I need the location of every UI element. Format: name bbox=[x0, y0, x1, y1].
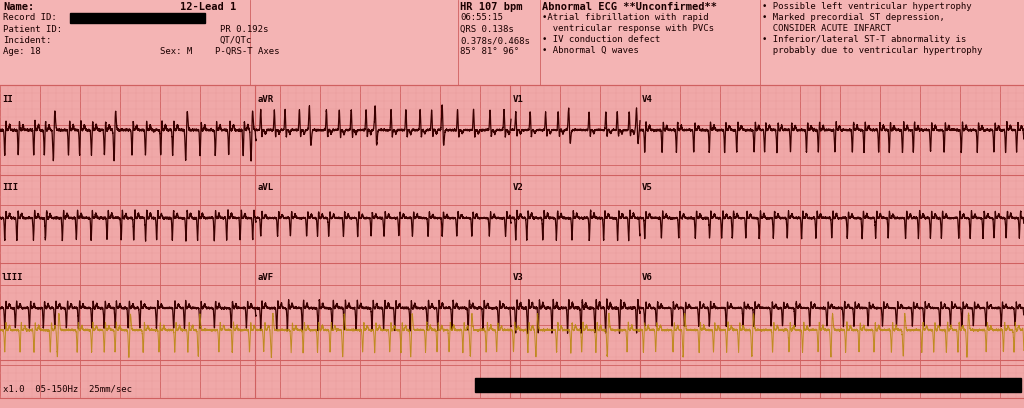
Bar bbox=[70, 13, 205, 23]
Text: 0.378s/0.468s: 0.378s/0.468s bbox=[460, 36, 529, 45]
Bar bbox=[475, 378, 1021, 392]
Text: x1.0  05-150Hz  25mm/sec: x1.0 05-150Hz 25mm/sec bbox=[3, 384, 132, 393]
Text: Name:: Name: bbox=[3, 2, 34, 12]
Text: QRS 0.138s: QRS 0.138s bbox=[460, 25, 514, 34]
Text: ventricular response with PVCs: ventricular response with PVCs bbox=[542, 24, 714, 33]
Text: aVL: aVL bbox=[258, 183, 274, 192]
Text: 06:55:15: 06:55:15 bbox=[460, 13, 503, 22]
Text: V2: V2 bbox=[513, 183, 523, 192]
Text: P-QRS-T Axes: P-QRS-T Axes bbox=[215, 47, 280, 56]
Text: CONSIDER ACUTE INFARCT: CONSIDER ACUTE INFARCT bbox=[762, 24, 891, 33]
Bar bbox=[0, 0, 1024, 85]
Text: II: II bbox=[2, 95, 12, 104]
Text: III: III bbox=[2, 183, 18, 192]
Text: V1: V1 bbox=[513, 95, 523, 104]
Text: lIII: lIII bbox=[2, 273, 24, 282]
Text: Abnormal ECG **Unconfirmed**: Abnormal ECG **Unconfirmed** bbox=[542, 2, 717, 12]
Text: V6: V6 bbox=[642, 273, 652, 282]
Text: 12-Lead 1: 12-Lead 1 bbox=[180, 2, 237, 12]
Text: Patient ID:: Patient ID: bbox=[3, 25, 62, 34]
Text: probably due to ventricular hypertrophy: probably due to ventricular hypertrophy bbox=[762, 46, 982, 55]
Text: V5: V5 bbox=[642, 183, 652, 192]
Text: V3: V3 bbox=[513, 273, 523, 282]
Text: Sex: M: Sex: M bbox=[160, 47, 193, 56]
Text: • Possible left ventricular hypertrophy: • Possible left ventricular hypertrophy bbox=[762, 2, 972, 11]
Text: • Inferior/lateral ST-T abnormality is: • Inferior/lateral ST-T abnormality is bbox=[762, 35, 967, 44]
Text: HR 107 bpm: HR 107 bpm bbox=[460, 2, 522, 12]
Text: • IV conduction defect: • IV conduction defect bbox=[542, 35, 660, 44]
Text: • Marked precordial ST depression,: • Marked precordial ST depression, bbox=[762, 13, 945, 22]
Text: aVR: aVR bbox=[258, 95, 274, 104]
Text: QT/QTc: QT/QTc bbox=[220, 36, 252, 45]
Text: PR 0.192s: PR 0.192s bbox=[220, 25, 268, 34]
Text: Incident:: Incident: bbox=[3, 36, 51, 45]
Text: 85° 81° 96°: 85° 81° 96° bbox=[460, 47, 519, 56]
Text: V4: V4 bbox=[642, 95, 652, 104]
Text: •Atrial fibrillation with rapid: •Atrial fibrillation with rapid bbox=[542, 13, 709, 22]
Text: • Abnormal Q waves: • Abnormal Q waves bbox=[542, 46, 639, 55]
Text: aVF: aVF bbox=[258, 273, 274, 282]
Text: Record ID:: Record ID: bbox=[3, 13, 56, 22]
Text: Age: 18: Age: 18 bbox=[3, 47, 41, 56]
